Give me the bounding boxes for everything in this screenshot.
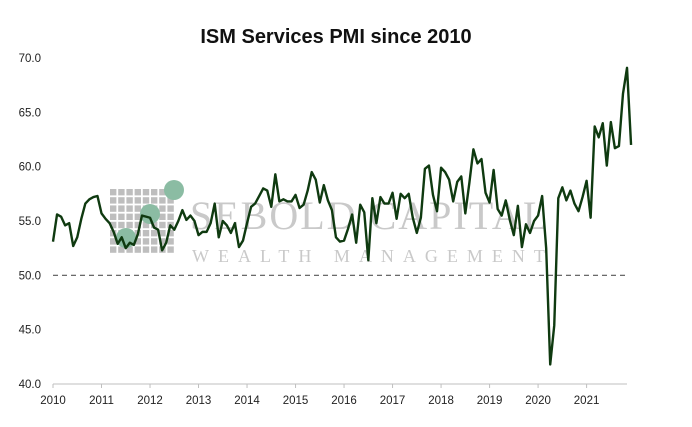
watermark-grid-cell xyxy=(142,221,150,229)
watermark-grid-cell xyxy=(134,205,141,212)
watermark-grid-cell xyxy=(110,246,117,253)
watermark-grid-cell xyxy=(134,221,141,229)
y-axis: 40.0 45.0 50.0 55.0 60.0 65.0 70.0 xyxy=(19,53,41,391)
watermark-grid-cell xyxy=(118,246,125,253)
series-line xyxy=(51,66,633,366)
watermark-grid-cell xyxy=(167,238,174,245)
watermark-grid-cell xyxy=(126,221,133,229)
y-tick-label: 60.0 xyxy=(19,162,41,174)
watermark-grid-cell xyxy=(126,189,133,196)
watermark-grid-cell xyxy=(118,213,125,220)
watermark-grid-cell xyxy=(118,189,125,196)
watermark-grid-cell xyxy=(134,189,141,196)
watermark-grid-cell xyxy=(167,246,174,253)
watermark-grid-cell xyxy=(159,205,166,212)
watermark-grid-cell xyxy=(159,238,166,245)
watermark-grid-cell xyxy=(142,189,150,196)
watermark-grid-cell xyxy=(110,205,117,212)
y-tick-label: 70.0 xyxy=(19,53,41,65)
watermark-grid-cell xyxy=(134,246,141,253)
x-tick-label: 2015 xyxy=(283,395,309,407)
y-tick-label: 45.0 xyxy=(19,325,41,337)
watermark-grid-cell xyxy=(142,238,150,245)
watermark-grid-cell xyxy=(110,197,117,204)
watermark-grid-cell xyxy=(134,213,141,220)
watermark-tagline: WEALTH MANAGEMENT xyxy=(192,246,554,266)
x-tick-label: 2013 xyxy=(186,395,212,407)
watermark-grid-cell xyxy=(134,197,141,204)
watermark-grid-cell xyxy=(110,189,117,196)
watermark-grid-cell xyxy=(126,205,133,212)
watermark-grid-cell xyxy=(126,246,133,253)
watermark-grid-cell xyxy=(118,197,125,204)
watermark-grid-cell xyxy=(151,189,158,196)
watermark-grid-cell xyxy=(126,213,133,220)
y-tick-label: 65.0 xyxy=(19,107,41,119)
watermark-grid-cell xyxy=(151,230,158,237)
watermark-grid-cell xyxy=(110,213,117,220)
watermark-grid-cell xyxy=(118,205,125,212)
watermark-grid-cell xyxy=(167,213,174,220)
watermark-grid-cell xyxy=(110,238,117,245)
x-tick-label: 2016 xyxy=(331,395,357,407)
watermark-grid-cell xyxy=(159,189,166,196)
x-axis: 2010 2011 2012 2013 2014 2015 2016 2017 2018 2019… xyxy=(40,384,599,407)
y-tick-label: 50.0 xyxy=(19,270,41,282)
watermark-grid-cell xyxy=(151,246,158,253)
watermark-grid-cell xyxy=(159,230,166,237)
x-tick-label: 2018 xyxy=(428,395,454,407)
watermark-grid-cell xyxy=(151,238,158,245)
watermark-dot xyxy=(140,204,160,224)
x-tick-label: 2011 xyxy=(89,395,114,407)
x-tick-label: 2021 xyxy=(574,395,600,407)
watermark-dot xyxy=(164,180,184,200)
x-tick-label: 2020 xyxy=(525,395,551,407)
x-tick-label: 2017 xyxy=(380,395,406,407)
chart-title: ISM Services PMI since 2010 xyxy=(200,26,471,48)
watermark-grid-cell xyxy=(151,197,158,204)
watermark-grid-cell xyxy=(142,246,150,253)
watermark-grid-cell xyxy=(110,221,117,229)
watermark-grid-cell xyxy=(167,205,174,212)
watermark-grid-cell xyxy=(142,197,150,204)
watermark-grid-cell xyxy=(118,221,125,229)
watermark-grid-cell xyxy=(126,197,133,204)
watermark-grid-cell xyxy=(134,238,141,245)
x-tick-label: 2010 xyxy=(40,395,66,407)
y-tick-label: 55.0 xyxy=(19,216,41,228)
watermark-grid-cell xyxy=(142,230,150,237)
x-tick-label: 2012 xyxy=(137,395,163,407)
y-tick-label: 40.0 xyxy=(19,379,41,391)
watermark-grid-cell xyxy=(159,197,166,204)
x-tick-label: 2014 xyxy=(234,395,260,407)
x-tick-label: 2019 xyxy=(477,395,503,407)
watermark-grid-cell xyxy=(167,230,174,237)
watermark-grid-cell xyxy=(159,221,166,229)
watermark-grid-cell xyxy=(167,197,174,204)
watermark-grid-cell xyxy=(159,213,166,220)
